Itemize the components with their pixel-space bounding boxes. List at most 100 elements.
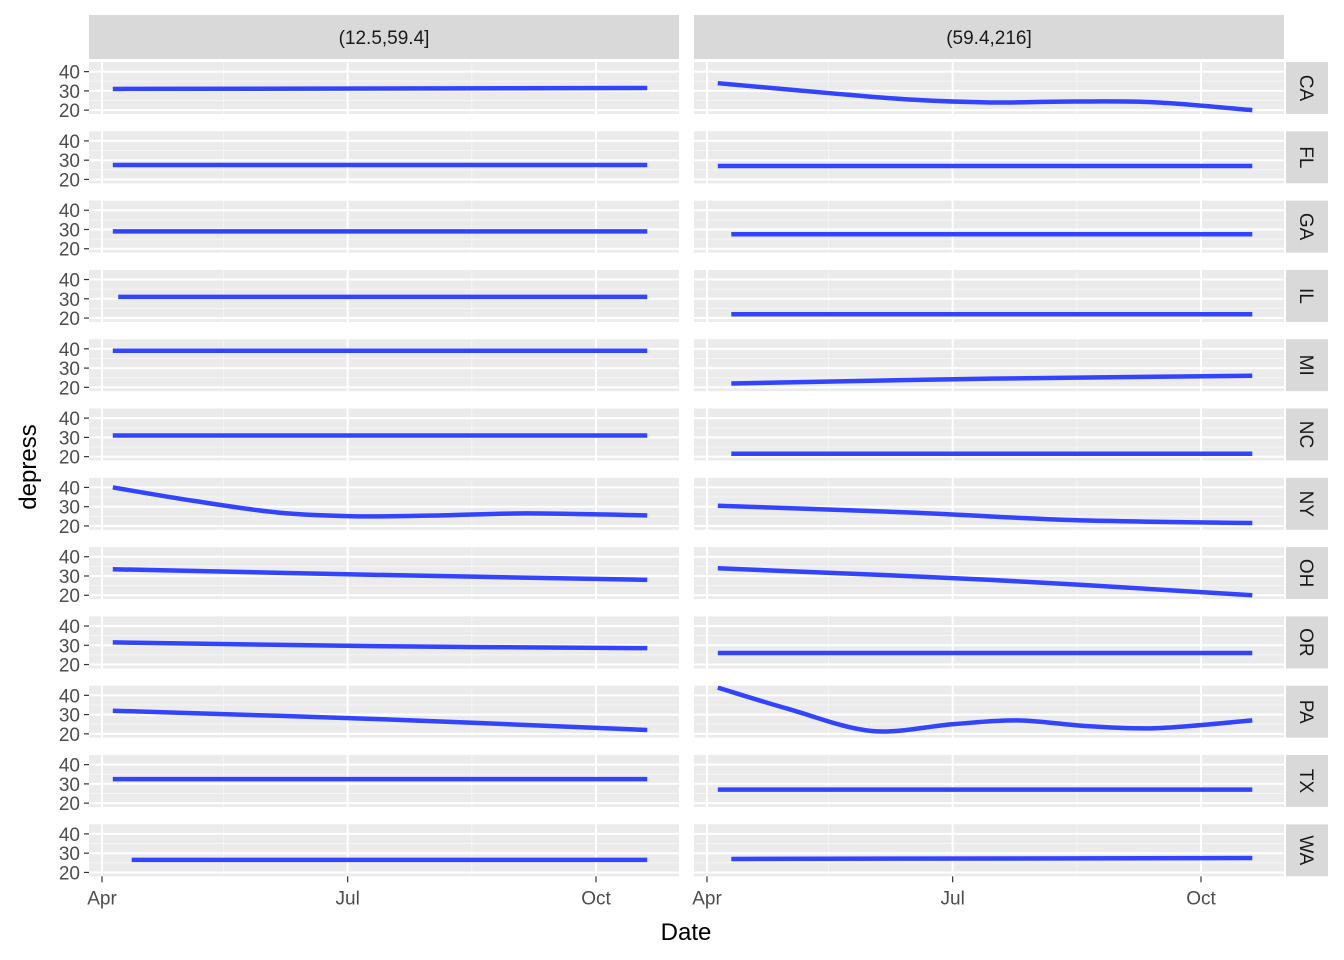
y-tick-label: 20: [59, 309, 80, 330]
panel-FL-0: [89, 131, 679, 184]
series-line-MI-1: [731, 373, 1253, 386]
column-strip-label: (59.4,216]: [946, 28, 1032, 49]
panel-PA-1: [694, 685, 1284, 738]
y-tick-label: 40: [59, 201, 80, 222]
panel-CA-0: [89, 62, 679, 114]
panel-background: [694, 685, 1284, 738]
row-strip-label: IL: [1295, 288, 1316, 304]
panel-background: [89, 200, 679, 253]
y-tick-label: 30: [59, 82, 80, 103]
panel-GA-1: [694, 200, 1284, 253]
panel-background: [694, 131, 1284, 184]
y-tick-label: 30: [59, 498, 80, 519]
panel-NC-1: [694, 408, 1284, 461]
panel-GA-0: [89, 200, 679, 253]
series-line-CA-0: [112, 85, 648, 92]
panel-WA-1: [694, 824, 1284, 877]
panel-background: [89, 339, 679, 392]
x-tick-label: Jul: [941, 888, 965, 909]
panel-FL-1: [694, 131, 1284, 184]
y-tick-label: 40: [59, 409, 80, 430]
y-tick-label: 30: [59, 428, 80, 449]
y-tick-label: 30: [59, 775, 80, 796]
row-strip: [1286, 616, 1328, 669]
y-tick-label: 30: [59, 706, 80, 727]
series-line-OH-0: [112, 566, 648, 583]
y-tick-label: 20: [59, 448, 80, 469]
y-tick-label: 20: [59, 240, 80, 261]
x-axis-title: Date: [661, 919, 712, 946]
row-strip-label: OR: [1295, 628, 1316, 657]
x-tick-label: Apr: [692, 888, 722, 909]
series-line-NY-1: [717, 503, 1253, 526]
y-tick-label: 20: [59, 170, 80, 191]
panel-background: [89, 824, 679, 877]
y-tick-label: 30: [59, 290, 80, 311]
y-tick-label: 40: [59, 617, 80, 638]
y-tick-label: 30: [59, 636, 80, 657]
panel-background: [89, 477, 679, 530]
panel-IL-0: [89, 269, 679, 322]
y-tick-label: 30: [59, 567, 80, 588]
series-line-PA-0: [112, 708, 648, 733]
panel-TX-0: [89, 755, 679, 807]
row-strip-label: NC: [1295, 421, 1316, 448]
y-tick-label: 30: [59, 844, 80, 865]
y-tick-label: 40: [59, 478, 80, 499]
series-line-WA-1: [731, 855, 1253, 862]
y-tick-label: 20: [59, 101, 80, 122]
series-line-OH-1: [717, 566, 1253, 598]
panel-background: [694, 755, 1284, 807]
panel-background: [694, 824, 1284, 877]
y-tick-label: 40: [59, 548, 80, 569]
y-tick-label: 20: [59, 378, 80, 399]
column-strip: [694, 15, 1284, 59]
panel-background: [694, 200, 1284, 253]
y-tick-label: 40: [59, 756, 80, 777]
panel-IL-1: [694, 269, 1284, 322]
panel-background: [89, 131, 679, 184]
y-tick-label: 40: [59, 271, 80, 292]
panel-TX-1: [694, 755, 1284, 807]
y-tick-label: 40: [59, 132, 80, 153]
panels: [89, 62, 1284, 877]
y-tick-label: 20: [59, 586, 80, 607]
row-strip: [1286, 547, 1328, 600]
y-tick-label: 20: [59, 517, 80, 538]
y-axes: 2030402030402030402030402030402030402030…: [59, 63, 89, 884]
series-line-NY-0: [112, 485, 648, 519]
row-strip-label: OH: [1295, 559, 1316, 588]
x-tick-label: Jul: [336, 888, 360, 909]
row-strip-label: MI: [1295, 355, 1316, 376]
y-tick-label: 40: [59, 340, 80, 361]
y-tick-label: 20: [59, 656, 80, 677]
row-strip-label: WA: [1295, 835, 1316, 865]
panel-CA-1: [694, 62, 1284, 114]
row-strip: [1286, 200, 1328, 253]
y-tick-label: 20: [59, 863, 80, 884]
panel-WA-0: [89, 824, 679, 877]
row-strip: [1286, 755, 1328, 807]
panel-OH-1: [694, 547, 1284, 600]
series-line-OR-0: [112, 640, 648, 651]
row-strip: [1286, 477, 1328, 530]
series-line-PA-1: [717, 685, 1253, 734]
y-tick-label: 40: [59, 825, 80, 846]
row-strip: [1286, 131, 1328, 184]
y-axis-title: depress: [15, 424, 42, 509]
row-strip-label: PA: [1295, 700, 1316, 724]
panel-NC-0: [89, 408, 679, 461]
panel-PA-0: [89, 685, 679, 738]
row-strip-label: NY: [1295, 491, 1316, 518]
y-tick-label: 30: [59, 151, 80, 172]
row-strip-label: GA: [1295, 213, 1316, 241]
column-strip: [89, 15, 679, 59]
series-line-CA-1: [717, 80, 1253, 113]
row-strip: [1286, 269, 1328, 322]
row-strip: [1286, 408, 1328, 461]
column-strips: (12.5,59.4] (59.4,216]: [89, 15, 1284, 59]
y-tick-label: 20: [59, 725, 80, 746]
panel-NY-0: [89, 477, 679, 530]
y-tick-label: 40: [59, 686, 80, 707]
